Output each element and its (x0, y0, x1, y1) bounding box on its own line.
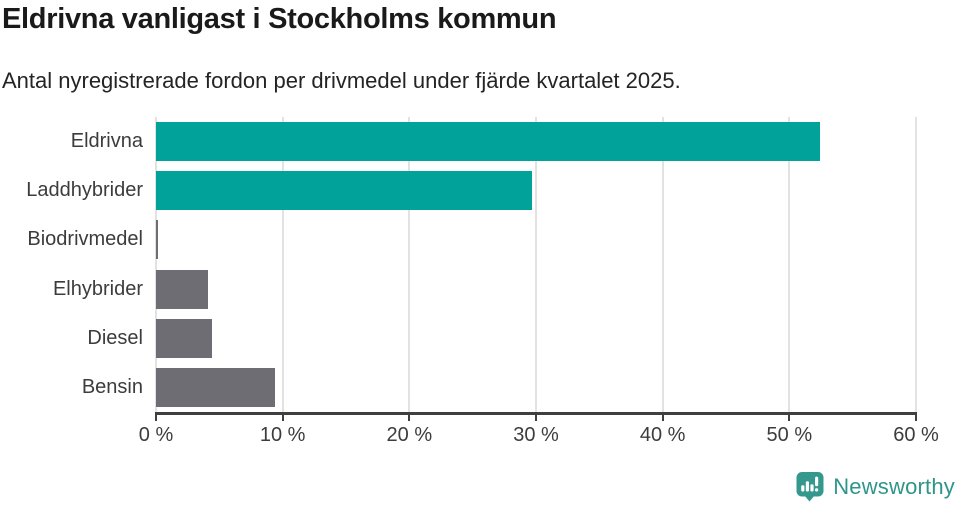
gridline-60 (915, 117, 917, 412)
brand-footer: Newsworthy (796, 471, 955, 502)
gridline-30 (535, 117, 537, 412)
bar-track (156, 367, 916, 407)
bar-eldrivna (156, 122, 820, 162)
x-tick-label: 0 % (138, 424, 174, 446)
x-tick-label: 50 % (766, 424, 813, 446)
bar-biodrivmedel (156, 220, 158, 260)
x-tick-label: 20 % (386, 424, 433, 446)
category-label: Biodrivmedel (27, 228, 143, 251)
x-tick-label: 40 % (639, 424, 686, 446)
category-label: Bensin (81, 375, 143, 398)
category-label: Eldrivna (70, 130, 143, 153)
bar-bensin (156, 367, 276, 407)
bar-row: Bensin (0, 363, 916, 412)
bar-laddhybrider (156, 171, 533, 211)
chart-title: Eldrivna vanligast i Stockholms kommun (2, 3, 557, 35)
axis-tick-60 (915, 415, 917, 421)
bar-row: Elhybrider (0, 265, 916, 314)
bar-track (156, 269, 916, 309)
gridline-10 (281, 117, 284, 412)
bar-diesel (156, 318, 212, 358)
bar-row: Eldrivna (0, 117, 916, 166)
bar-track (156, 220, 916, 260)
x-tick-label: 10 % (259, 424, 306, 446)
x-tick-label: 60 % (893, 424, 939, 446)
axis-tick-0 (155, 415, 157, 421)
x-axis-ticks (155, 415, 917, 421)
plot-area (155, 117, 917, 412)
bar-row: Biodrivmedel (0, 215, 916, 264)
axis-tick-10 (281, 415, 284, 421)
bar-track (156, 122, 916, 162)
chart-subtitle: Antal nyregistrerade fordon per drivmede… (2, 68, 681, 93)
x-axis-line (155, 412, 917, 415)
gridline-40 (661, 117, 664, 412)
axis-tick-40 (661, 415, 664, 421)
axis-tick-20 (408, 415, 411, 421)
category-label: Diesel (87, 326, 143, 349)
bar-row: Diesel (0, 314, 916, 363)
bar-track (156, 318, 916, 358)
axis-tick-30 (535, 415, 537, 421)
bar-elhybrider (156, 269, 208, 309)
bar-track (156, 171, 916, 211)
x-axis-labels: 0 % 10 % 20 % 30 % 40 % 50 % 60 % (139, 424, 939, 448)
newsworthy-logo-icon (796, 471, 824, 502)
gridline-0 (155, 117, 157, 412)
bar-row: Laddhybrider (0, 166, 916, 215)
category-label: Laddhybrider (26, 179, 143, 202)
brand-name: Newsworthy (833, 473, 955, 499)
axis-tick-50 (788, 415, 791, 421)
gridline-20 (408, 117, 411, 412)
gridline-50 (788, 117, 791, 412)
bar-rows: Eldrivna Laddhybrider Biodrivmedel Elhybrid… (0, 117, 916, 412)
x-tick-label: 30 % (513, 424, 559, 446)
category-label: Elhybrider (52, 277, 143, 300)
